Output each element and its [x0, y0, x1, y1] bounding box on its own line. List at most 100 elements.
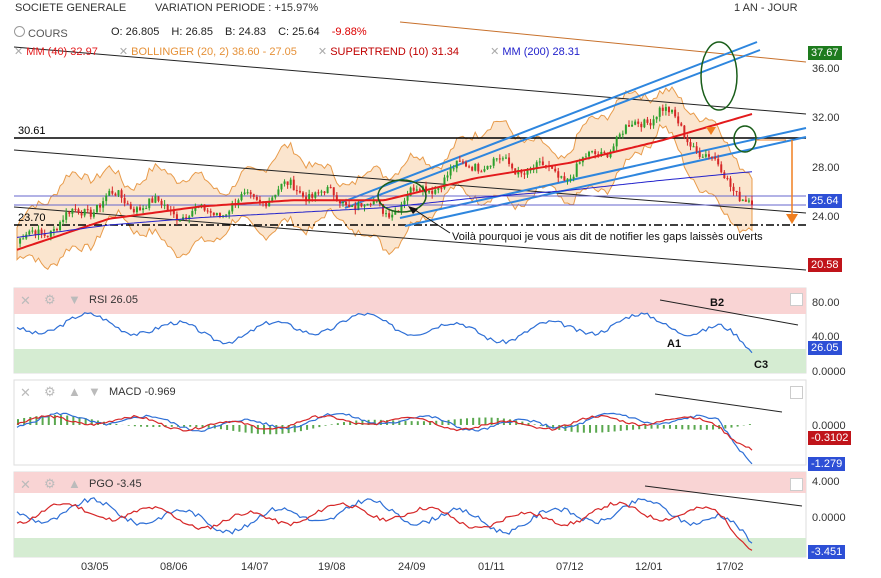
- macd-histogram-bar: [23, 417, 26, 425]
- toggle-icon[interactable]: [14, 26, 25, 37]
- rsi-gear-icon[interactable]: ⚙: [44, 292, 56, 307]
- macd-histogram-bar: [748, 424, 751, 425]
- macd-histogram-bar: [373, 419, 376, 425]
- macd-histogram-bar: [133, 425, 136, 427]
- candle-body: [578, 162, 581, 164]
- candle-body: [46, 235, 49, 237]
- macd-histogram-bar: [189, 425, 192, 427]
- candle-body: [732, 186, 735, 191]
- macd-panel-checkbox[interactable]: [790, 386, 803, 399]
- candle-body: [86, 209, 89, 211]
- pgo-panel-checkbox[interactable]: [790, 478, 803, 491]
- candle-body: [606, 152, 609, 158]
- macd-histogram-bar: [459, 418, 462, 425]
- rsi-point-c3: C3: [754, 359, 769, 371]
- macd-histogram-bar: [207, 425, 210, 428]
- annotation-pointer-head: [408, 206, 418, 214]
- candle-body: [105, 195, 108, 202]
- candle-body: [523, 173, 526, 175]
- candle-body: [704, 154, 707, 157]
- pgo-gear-icon[interactable]: ⚙: [44, 476, 56, 491]
- pgo-close-icon[interactable]: ✕: [20, 477, 31, 492]
- macd-histogram-bar: [361, 420, 364, 425]
- macd-histogram-bar: [552, 425, 555, 429]
- candle-body: [526, 169, 529, 175]
- macd-histogram-bar: [656, 425, 659, 429]
- candle-body: [43, 233, 46, 236]
- candle-body: [508, 157, 511, 164]
- candle-body: [31, 230, 34, 232]
- candle-body: [474, 163, 477, 171]
- open-value: O: 26.805: [111, 26, 160, 38]
- candle-body: [572, 176, 575, 179]
- macd-histogram-bar: [589, 425, 592, 433]
- candle-body: [83, 209, 86, 216]
- candle-body: [154, 196, 157, 203]
- macd-arrow-down-icon[interactable]: ▼: [88, 384, 101, 399]
- candle-body: [151, 198, 154, 203]
- candle-body: [191, 210, 194, 217]
- candle-body: [588, 151, 591, 157]
- mm40-close-icon[interactable]: ✕: [14, 46, 24, 58]
- candle-body: [437, 188, 440, 190]
- macd-histogram-bar: [183, 425, 186, 427]
- x-tick-2: 14/07: [241, 561, 269, 573]
- mm200-close-icon[interactable]: ✕: [490, 46, 500, 58]
- macd-gear-icon[interactable]: ⚙: [44, 384, 56, 399]
- rsi-close-icon[interactable]: ✕: [20, 293, 31, 308]
- macd-histogram-bar: [607, 425, 610, 432]
- candle-body: [372, 200, 375, 205]
- supertrend-close-icon[interactable]: ✕: [317, 46, 328, 58]
- pgo-tick-0: 0.0000: [812, 512, 846, 524]
- x-tick-4: 24/09: [398, 561, 426, 573]
- candle-body: [55, 229, 58, 231]
- candle-body: [120, 190, 123, 198]
- candle-body: [62, 219, 65, 223]
- bullish-channel-line-3: [404, 136, 807, 227]
- rsi-point-b2: B2: [710, 297, 725, 309]
- x-tick-1: 08/06: [160, 561, 188, 573]
- macd-histogram-bar: [490, 417, 493, 425]
- candle-body: [720, 164, 723, 173]
- candle-body: [108, 190, 111, 196]
- candle-body: [292, 179, 295, 191]
- candle-body: [280, 183, 283, 190]
- macd-histogram-bar: [613, 425, 616, 432]
- candle-body: [277, 189, 280, 195]
- candle-body: [551, 166, 554, 169]
- candle-body: [240, 193, 243, 201]
- rsi-legend: RSI 26.05: [89, 294, 138, 306]
- macd-histogram-bar: [140, 425, 143, 427]
- candle-body: [145, 208, 148, 210]
- macd-histogram-bar: [736, 425, 739, 427]
- x-tick-5: 01/11: [478, 561, 505, 573]
- candle-body: [258, 199, 261, 203]
- candle-body: [89, 209, 92, 217]
- pgo-legend: PGO -3.45: [89, 478, 142, 490]
- candle-body: [65, 212, 68, 220]
- candle-body: [95, 204, 98, 213]
- macd-histogram-bar: [269, 425, 272, 435]
- candle-body: [597, 154, 600, 156]
- macd-histogram-bar: [275, 425, 278, 435]
- candle-body: [252, 194, 255, 197]
- candle-body: [486, 165, 489, 170]
- macd-arrow-up-icon[interactable]: ▲: [68, 384, 81, 399]
- macd-histogram-bar: [675, 425, 678, 430]
- candle-body: [345, 201, 348, 205]
- bollinger-close-icon[interactable]: ✕: [118, 46, 129, 58]
- macd-histogram-bar: [693, 425, 696, 430]
- candle-body: [323, 191, 326, 194]
- pgo-arrow-up-icon[interactable]: ▲: [68, 476, 81, 491]
- rsi-panel-checkbox[interactable]: [790, 293, 803, 306]
- period-selector[interactable]: 1 AN - JOUR: [734, 2, 798, 14]
- candle-body: [394, 210, 397, 215]
- macd-histogram-bar: [244, 425, 247, 433]
- candle-body: [366, 203, 369, 206]
- candle-body: [738, 191, 741, 202]
- x-tick-3: 19/08: [318, 561, 346, 573]
- candle-body: [92, 212, 95, 217]
- macd-close-icon[interactable]: ✕: [20, 385, 31, 400]
- resistance-label: 30.61: [18, 125, 46, 137]
- rsi-arrow-down-icon[interactable]: ▼: [68, 292, 81, 307]
